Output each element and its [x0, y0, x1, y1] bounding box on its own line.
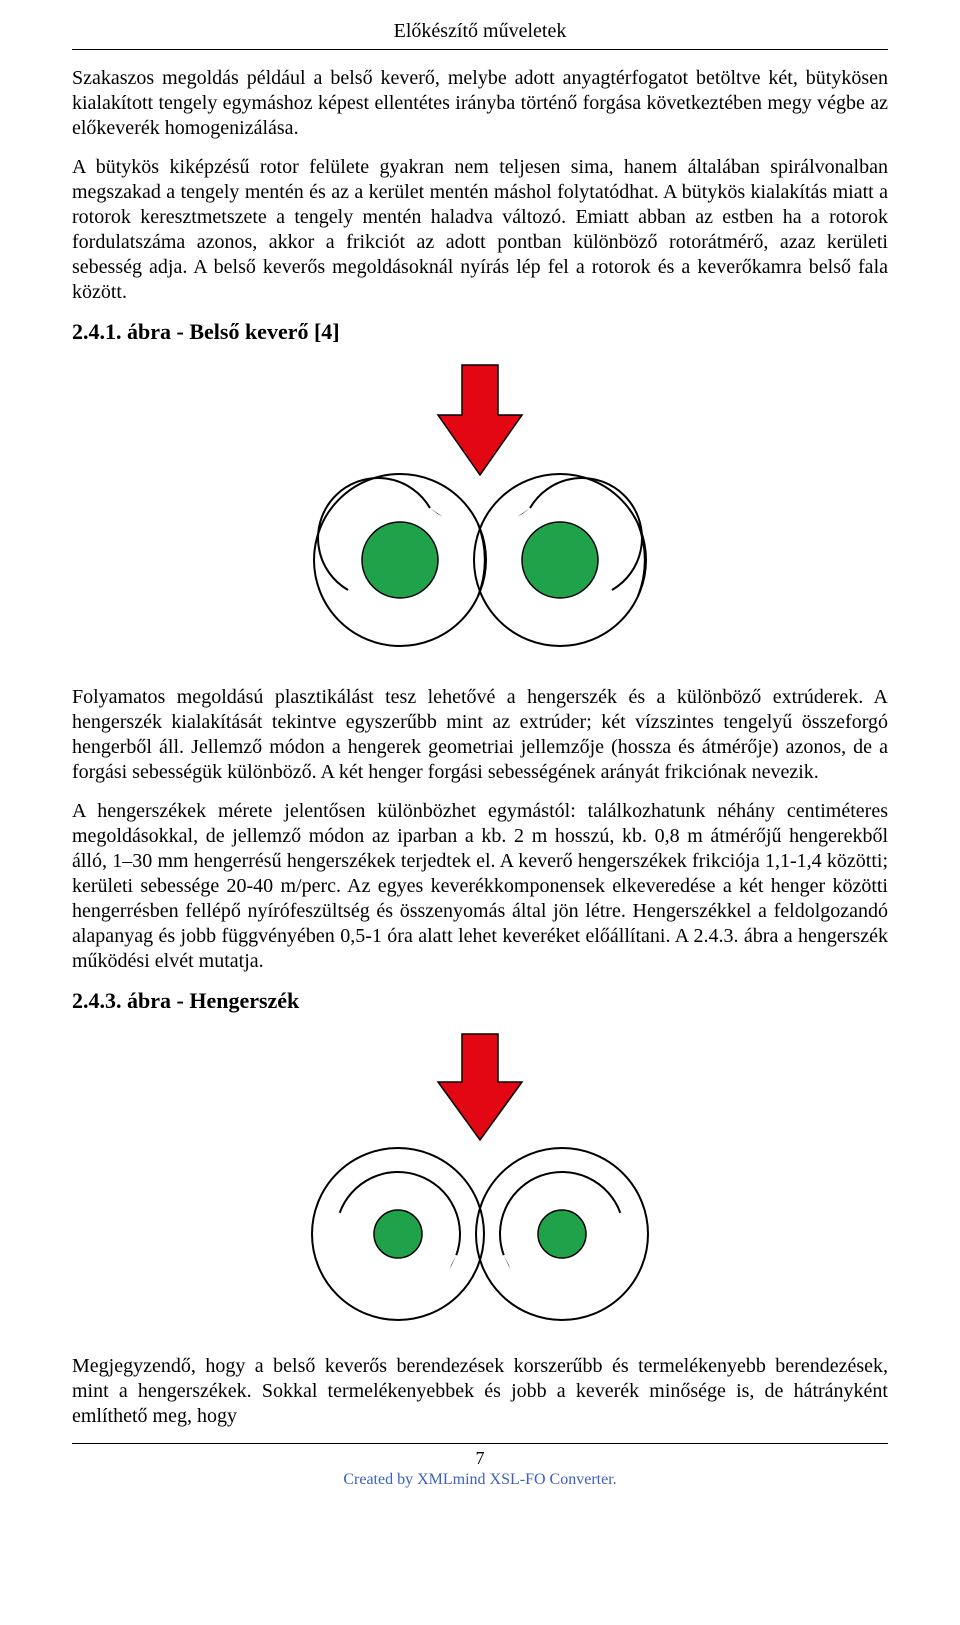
- figure-2-title: 2.4.3. ábra - Hengerszék: [72, 988, 888, 1014]
- rotor-core-left: [362, 522, 438, 598]
- footer-credit-dot: .: [613, 1471, 617, 1488]
- rotation-arrowhead-icon: [517, 508, 530, 517]
- rotor-core-right: [522, 522, 598, 598]
- figure-2: [72, 1024, 888, 1324]
- footer-credit-prefix: Created by: [343, 1471, 417, 1488]
- rotor-lobe: [478, 524, 485, 597]
- paragraph-2: A bütykös kiképzésű rotor felülete gyakr…: [72, 155, 888, 305]
- paragraph-5: Megjegyzendő, hogy a belső keverős beren…: [72, 1354, 888, 1429]
- roll-core-left: [374, 1210, 422, 1258]
- footer-page-number: 7: [72, 1448, 888, 1469]
- down-arrow-icon: [438, 1034, 522, 1140]
- rotation-arrowhead-icon: [504, 1255, 511, 1269]
- footer-rule: [72, 1443, 888, 1444]
- down-arrow-icon: [438, 365, 522, 475]
- page: Előkészítő műveletek Szakaszos megoldás …: [0, 0, 960, 1513]
- paragraph-1: Szakaszos megoldás például a belső kever…: [72, 66, 888, 141]
- page-header-title: Előkészítő műveletek: [72, 20, 888, 43]
- header-rule: [72, 49, 888, 50]
- roll-core-right: [538, 1210, 586, 1258]
- footer-credit: Created by XMLmind XSL-FO Converter.: [72, 1471, 888, 1489]
- figure-2-svg: [270, 1024, 690, 1324]
- paragraph-3: Folyamatos megoldású plasztikálást tesz …: [72, 685, 888, 785]
- paragraph-4: A hengerszékek mérete jelentősen különbö…: [72, 799, 888, 974]
- rotation-arrowhead-icon: [450, 1255, 457, 1269]
- footer-credit-link: XMLmind XSL-FO Converter: [417, 1471, 613, 1488]
- figure-1: [72, 355, 888, 655]
- figure-1-svg: [270, 355, 690, 655]
- rotation-arrowhead-icon: [430, 508, 443, 517]
- figure-1-title: 2.4.1. ábra - Belső keverő [4]: [72, 319, 888, 345]
